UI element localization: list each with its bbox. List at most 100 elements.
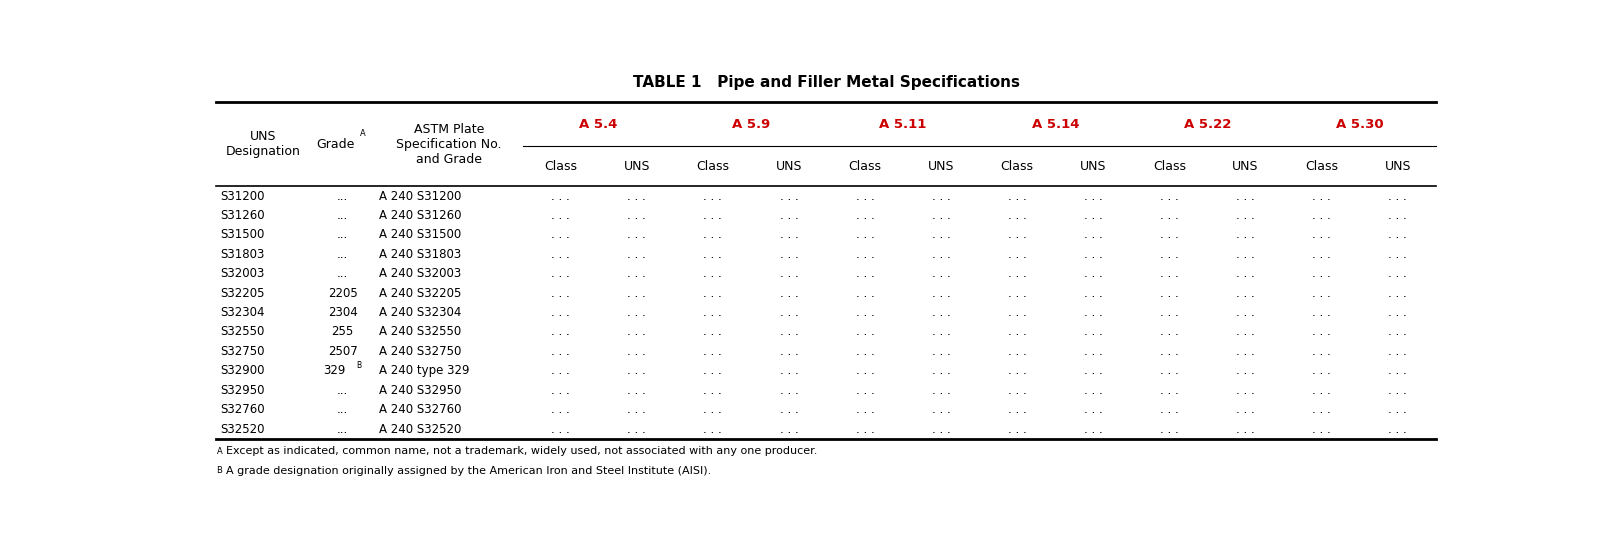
Text: . . .: . . . [1312,267,1332,280]
Text: Class: Class [1001,160,1033,173]
Text: . . .: . . . [780,403,798,416]
Text: . . .: . . . [932,365,951,377]
Text: . . .: . . . [627,267,646,280]
Text: . . .: . . . [703,209,722,222]
Text: . . .: . . . [1161,189,1178,203]
Text: . . .: . . . [856,403,874,416]
Text: A 5.11: A 5.11 [880,117,927,131]
Text: . . .: . . . [856,306,874,319]
Text: . . .: . . . [856,326,874,338]
Text: . . .: . . . [703,384,722,397]
Text: . . .: . . . [780,267,798,280]
Text: . . .: . . . [1161,326,1178,338]
Text: A 5.30: A 5.30 [1336,117,1383,131]
Text: A 240 type 329: A 240 type 329 [379,365,469,377]
Text: . . .: . . . [1161,209,1178,222]
Text: . . .: . . . [627,209,646,222]
Text: . . .: . . . [1083,326,1103,338]
Text: . . .: . . . [1388,248,1407,261]
Text: . . .: . . . [1388,423,1407,435]
Text: A 240 S32760: A 240 S32760 [379,403,461,416]
Text: A 5.22: A 5.22 [1183,117,1232,131]
Text: . . .: . . . [1161,403,1178,416]
Text: ASTM Plate
Specification No.
and Grade: ASTM Plate Specification No. and Grade [397,122,501,166]
Text: . . .: . . . [1236,267,1254,280]
Text: . . .: . . . [1083,267,1103,280]
Text: . . .: . . . [551,384,571,397]
Text: A 240 S32750: A 240 S32750 [379,345,461,358]
Text: . . .: . . . [1388,209,1407,222]
Text: . . .: . . . [932,267,951,280]
Text: A 240 S32205: A 240 S32205 [379,287,461,300]
Text: . . .: . . . [703,345,722,358]
Text: B: B [216,466,222,475]
Text: . . .: . . . [627,423,646,435]
Text: ...: ... [337,423,348,435]
Text: . . .: . . . [551,345,571,358]
Text: . . .: . . . [627,228,646,242]
Text: . . .: . . . [780,384,798,397]
Text: TABLE 1   Pipe and Filler Metal Specifications: TABLE 1 Pipe and Filler Metal Specificat… [632,75,1020,90]
Text: . . .: . . . [1312,326,1332,338]
Text: . . .: . . . [1083,345,1103,358]
Text: . . .: . . . [1083,248,1103,261]
Text: . . .: . . . [551,189,571,203]
Text: ...: ... [337,189,348,203]
Text: . . .: . . . [1388,228,1407,242]
Text: . . .: . . . [780,423,798,435]
Text: ...: ... [337,228,348,242]
Text: . . .: . . . [780,365,798,377]
Text: . . .: . . . [1008,306,1027,319]
Text: . . .: . . . [1236,228,1254,242]
Text: . . .: . . . [703,403,722,416]
Text: . . .: . . . [932,189,951,203]
Text: . . .: . . . [1083,403,1103,416]
Text: . . .: . . . [856,267,874,280]
Text: . . .: . . . [703,365,722,377]
Text: . . .: . . . [627,345,646,358]
Text: . . .: . . . [1236,384,1254,397]
Text: . . .: . . . [1388,306,1407,319]
Text: A 240 S32003: A 240 S32003 [379,267,461,280]
Text: S31200: S31200 [221,189,264,203]
Text: . . .: . . . [627,384,646,397]
Text: . . .: . . . [1083,189,1103,203]
Text: . . .: . . . [551,423,571,435]
Text: . . .: . . . [1236,345,1254,358]
Text: . . .: . . . [856,365,874,377]
Text: . . .: . . . [1312,189,1332,203]
Text: . . .: . . . [1388,365,1407,377]
Text: . . .: . . . [932,423,951,435]
Text: . . .: . . . [551,306,571,319]
Text: . . .: . . . [627,365,646,377]
Text: . . .: . . . [856,345,874,358]
Text: . . .: . . . [1008,209,1027,222]
Text: . . .: . . . [551,365,571,377]
Text: . . .: . . . [780,287,798,300]
Text: . . .: . . . [551,228,571,242]
Text: . . .: . . . [1312,287,1332,300]
Text: UNS: UNS [1385,160,1410,173]
Text: . . .: . . . [703,306,722,319]
Text: S32205: S32205 [221,287,264,300]
Text: S32304: S32304 [221,306,264,319]
Text: . . .: . . . [780,306,798,319]
Text: . . .: . . . [932,403,951,416]
Text: 2304: 2304 [327,306,358,319]
Text: A 240 S32304: A 240 S32304 [379,306,461,319]
Text: . . .: . . . [1008,287,1027,300]
Text: A 240 S31803: A 240 S31803 [379,248,461,261]
Text: Class: Class [1153,160,1186,173]
Text: . . .: . . . [1083,384,1103,397]
Text: . . .: . . . [1236,403,1254,416]
Text: . . .: . . . [1236,326,1254,338]
Text: S32750: S32750 [221,345,264,358]
Text: S32900: S32900 [221,365,264,377]
Text: ...: ... [337,384,348,397]
Text: . . .: . . . [551,267,571,280]
Text: . . .: . . . [551,403,571,416]
Text: . . .: . . . [1236,306,1254,319]
Text: . . .: . . . [703,423,722,435]
Text: . . .: . . . [551,248,571,261]
Text: . . .: . . . [932,306,951,319]
